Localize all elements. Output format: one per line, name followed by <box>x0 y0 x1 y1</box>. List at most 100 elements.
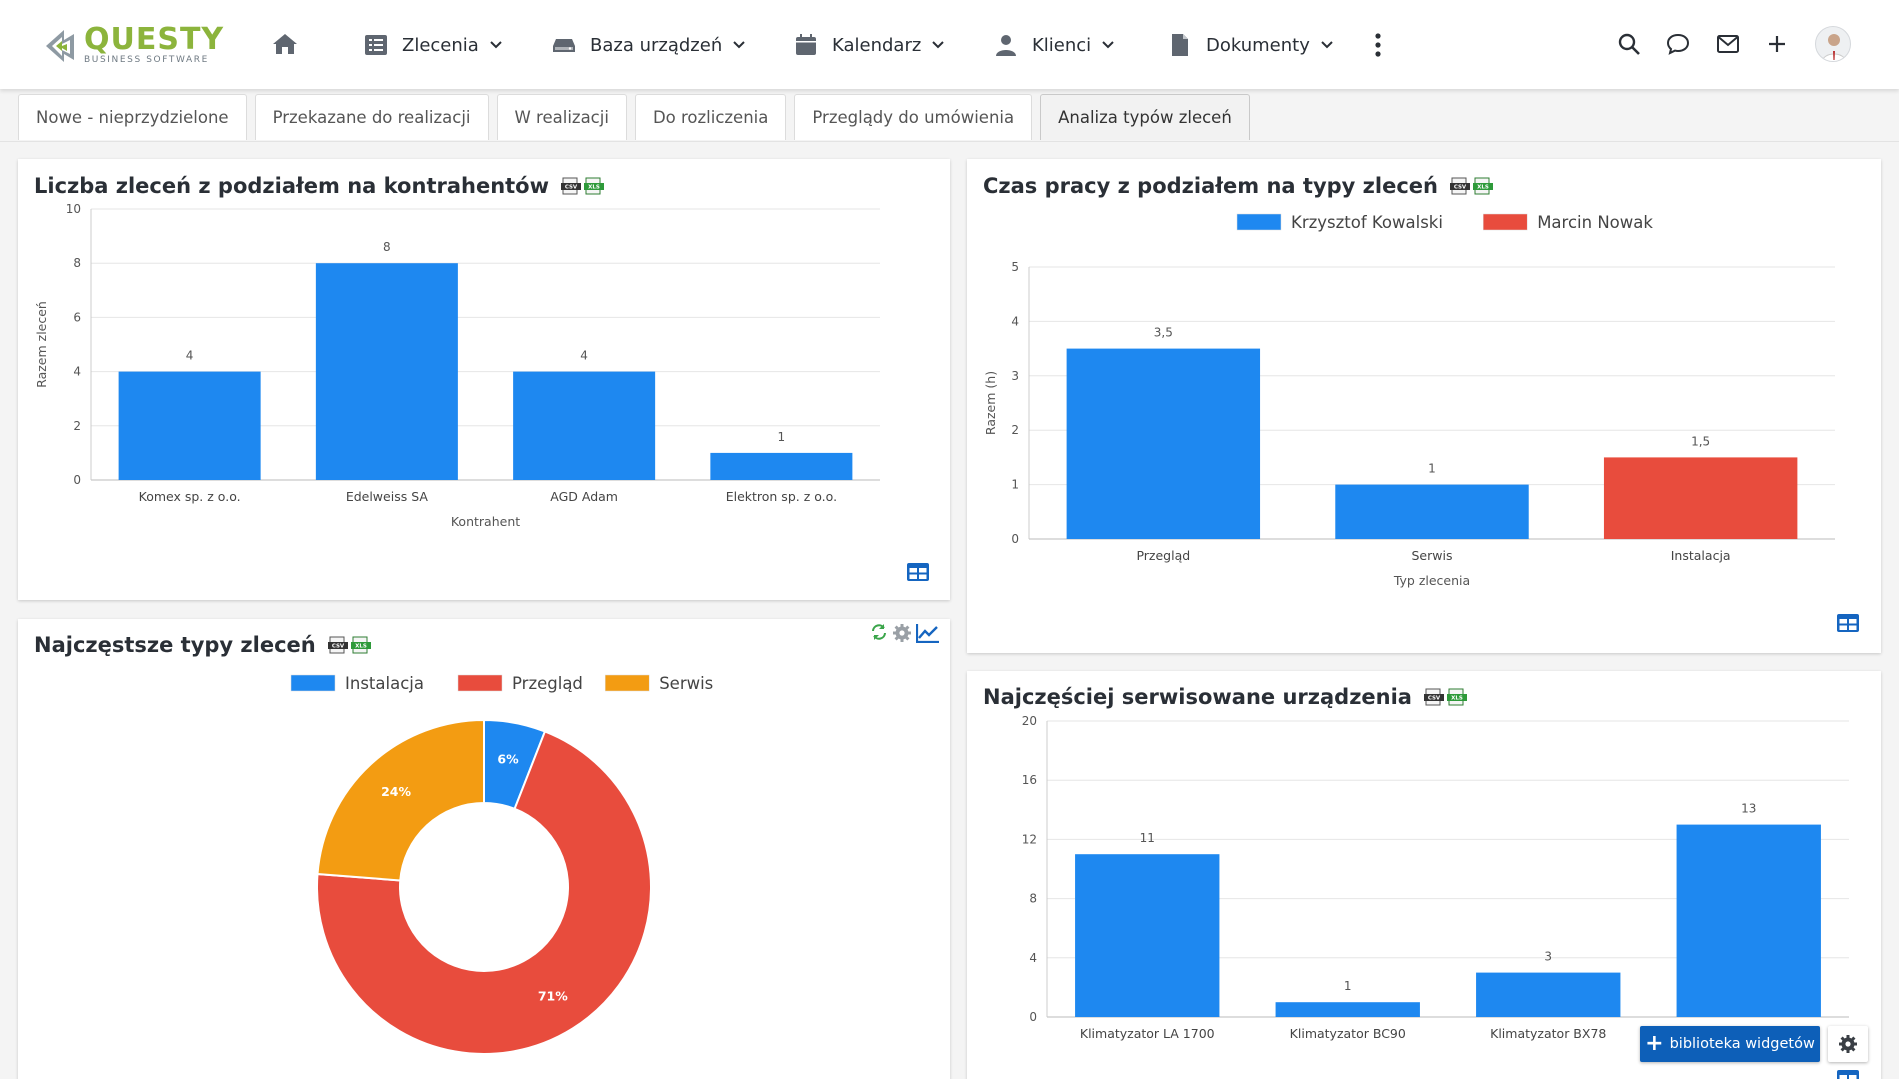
xls-export-icon[interactable]: XLS <box>1472 177 1493 195</box>
bar <box>1603 457 1798 539</box>
pie-value-label: 24% <box>381 784 411 799</box>
y-tick-label: 6 <box>73 310 81 324</box>
tab-przekazane-do-realizacji[interactable]: Przekazane do realizacji <box>254 94 489 140</box>
csv-export-icon[interactable]: CSV <box>561 177 582 195</box>
settings-button[interactable] <box>1828 1026 1868 1062</box>
x-tick-label: Edelweiss SA <box>346 489 429 504</box>
svg-text:XLS: XLS <box>1451 696 1463 702</box>
logo-subtitle: BUSINESS SOFTWARE <box>84 55 209 65</box>
tab-w-realizacji[interactable]: W realizacji <box>496 94 627 140</box>
bar-value-label: 13 <box>1741 802 1756 816</box>
bar-value-label: 8 <box>383 240 391 254</box>
panel-title-wrap: Liczba zleceń z podziałem na kontrahentó… <box>34 174 605 198</box>
y-tick-label: 3 <box>1011 369 1019 383</box>
drive-icon <box>553 39 575 52</box>
table-view-icon[interactable] <box>1836 613 1860 633</box>
y-tick-label: 0 <box>1011 532 1019 546</box>
y-tick-label: 5 <box>1011 260 1019 274</box>
svg-text:CSV: CSV <box>565 185 578 191</box>
user-icon <box>996 35 1016 56</box>
more-vertical-icon[interactable] <box>1372 32 1384 58</box>
legend-swatch <box>1236 213 1282 231</box>
nav-item-zlecenia[interactable]: Zlecenia <box>364 28 502 62</box>
xls-export-icon[interactable]: XLS <box>584 177 605 195</box>
bar <box>513 371 656 480</box>
svg-text:XLS: XLS <box>355 644 367 650</box>
refresh-icon[interactable] <box>870 623 888 641</box>
widget-library-button[interactable]: + biblioteka widgetów <box>1640 1026 1820 1062</box>
bar <box>118 371 261 480</box>
widget-library-label: biblioteka widgetów <box>1669 1036 1815 1052</box>
y-axis-label: Razem zleceń <box>34 301 49 388</box>
csv-export-icon[interactable]: CSV <box>327 636 348 654</box>
y-tick-label: 20 <box>1022 714 1037 728</box>
line-chart-icon[interactable] <box>916 623 940 643</box>
x-tick-label: Serwis <box>1412 548 1453 563</box>
y-tick-label: 0 <box>1029 1010 1037 1024</box>
chat-icon[interactable] <box>1666 32 1690 56</box>
xls-export-icon[interactable]: XLS <box>350 636 371 654</box>
xls-export-icon[interactable]: XLS <box>1446 688 1467 706</box>
nav-item-label: Klienci <box>1032 34 1092 56</box>
bar-value-label: 1 <box>1428 462 1436 476</box>
legend-label: Krzysztof Kowalski <box>1291 213 1443 232</box>
tab-analiza-typow-zlecen[interactable]: Analiza typów zleceń <box>1040 94 1250 140</box>
bar <box>1335 484 1529 539</box>
tab-do-rozliczenia[interactable]: Do rozliczenia <box>634 94 787 140</box>
panel-czas-pracy: Czas pracy z podziałem na typy zleceń CS… <box>967 159 1881 653</box>
legend-swatch <box>457 674 503 692</box>
search-icon[interactable] <box>1617 32 1641 56</box>
chevron-down-icon <box>733 41 745 49</box>
nav-item-klienci[interactable]: Klienci <box>994 28 1114 62</box>
nav-item-label: Dokumenty <box>1206 34 1310 56</box>
legend-label: Serwis <box>659 674 713 693</box>
list-icon <box>365 35 387 55</box>
nav-item-baza-urzadzen[interactable]: Baza urządzeń <box>552 28 745 62</box>
chart-zlecenia-kontrahenci: 0 2 4 6 8 10 4 Komex sp. z o.o. 8 Edelweiss SA 4 AG… <box>34 202 880 529</box>
tabs-divider <box>0 141 1899 142</box>
gear-icon[interactable] <box>892 623 912 643</box>
plus-icon[interactable] <box>1765 32 1789 56</box>
pie-slice <box>316 730 652 1055</box>
bar-value-label: 3 <box>1544 950 1552 964</box>
bar-value-label: 11 <box>1140 831 1155 845</box>
nav-item-kalendarz[interactable]: Kalendarz <box>794 28 945 62</box>
pie-value-label: 71% <box>538 989 568 1004</box>
chart-serwisowane-urzadzenia: 0 4 8 12 16 20 11 Klimatyzator LA 1700 1 Klimatyz… <box>1022 714 1849 1041</box>
panel-zlecenia-kontrahenci: Liczba zleceń z podziałem na kontrahentó… <box>18 159 950 600</box>
avatar-person-icon <box>1822 34 1846 61</box>
panel-title: Najczęstsze typy zleceń <box>34 633 316 657</box>
bar <box>1676 824 1821 1017</box>
pie-slice <box>316 718 485 882</box>
svg-text:CSV: CSV <box>1454 185 1467 191</box>
x-tick-label: Komex sp. z o.o. <box>139 489 241 504</box>
csv-export-icon[interactable]: CSV <box>1449 177 1470 195</box>
top-navbar: QUESTY BUSINESS SOFTWARE Zlecenia Baza u… <box>0 0 1899 89</box>
avatar[interactable] <box>1815 26 1851 62</box>
table-view-icon[interactable] <box>1836 1069 1860 1079</box>
nav-item-dokumenty[interactable]: Dokumenty <box>1168 28 1333 62</box>
bar <box>1476 972 1621 1017</box>
home-icon[interactable] <box>272 32 298 56</box>
bar <box>1066 348 1261 539</box>
mail-icon[interactable] <box>1716 32 1740 56</box>
pie-value-label: 6% <box>497 752 519 767</box>
bar <box>1075 854 1220 1017</box>
logo[interactable]: QUESTY BUSINESS SOFTWARE <box>42 24 242 66</box>
chevron-down-icon <box>490 41 502 49</box>
y-tick-label: 4 <box>1029 951 1037 965</box>
table-view-icon[interactable] <box>906 562 930 582</box>
chevron-down-icon <box>932 41 945 49</box>
y-tick-label: 0 <box>73 473 81 487</box>
panel-title: Liczba zleceń z podziałem na kontrahentó… <box>34 174 550 198</box>
y-axis-label: Razem (h) <box>983 371 998 435</box>
csv-export-icon[interactable]: CSV <box>1423 688 1444 706</box>
legend-swatch <box>604 674 650 692</box>
tab-nowe-nieprzydzielone[interactable]: Nowe - nieprzydzielone <box>18 94 247 140</box>
plus-icon: + <box>1645 1031 1664 1056</box>
tab-przeglady-do-umowienia[interactable]: Przeglądy do umówienia <box>794 94 1033 140</box>
panel-najczestsze-typy: Najczęstsze typy zleceń CSV XLS Instalac… <box>18 619 950 1079</box>
document-icon <box>1172 34 1188 56</box>
legend-label: Instalacja <box>345 674 424 693</box>
svg-text:XLS: XLS <box>1477 185 1489 191</box>
